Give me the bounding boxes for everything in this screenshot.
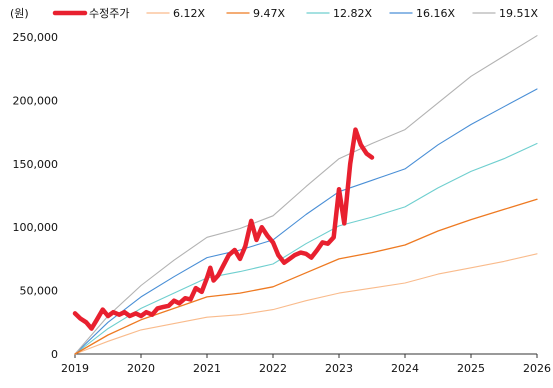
- y-tick-label: 150,000: [13, 158, 59, 171]
- x-tick-label: 2026: [523, 362, 551, 375]
- legend-label: 6.12X: [173, 7, 205, 20]
- y-tick-label: 100,000: [13, 221, 59, 234]
- series-line-3: [74, 142, 538, 355]
- series-line-5: [74, 35, 538, 355]
- legend-label: 9.47X: [253, 7, 285, 20]
- legend-label: 16.16X: [416, 7, 455, 20]
- x-tick-label: 2022: [259, 362, 287, 375]
- legend-label: 19.51X: [499, 7, 538, 20]
- series-line-1: [74, 253, 538, 355]
- legend-label: 12.82X: [333, 7, 372, 20]
- series-line-4: [74, 88, 538, 355]
- x-tick-label: 2023: [325, 362, 353, 375]
- x-tick-label: 2020: [127, 362, 155, 375]
- chart-legend: 수정주가 6.12X 9.47X 12.82X 16.16X 19.51X: [52, 7, 538, 20]
- x-axis-ticks: 2019 2020 2021 2022 2023 2024 2025 2026: [61, 354, 551, 375]
- y-tick-label: 0: [51, 348, 58, 361]
- x-tick-label: 2025: [457, 362, 485, 375]
- series-lines: [72, 35, 538, 355]
- y-tick-label: 200,000: [13, 94, 59, 107]
- y-tick-label: 250,000: [13, 31, 59, 44]
- y-axis-ticks: 0 50,000 100,000 150,000 200,000 250,000: [13, 31, 59, 361]
- series-line-0: [72, 127, 375, 331]
- y-tick-label: 50,000: [20, 285, 59, 298]
- x-tick-label: 2024: [391, 362, 419, 375]
- x-tick-label: 2019: [61, 362, 89, 375]
- y-axis-unit-label: (원): [10, 7, 29, 20]
- legend-label: 수정주가: [89, 7, 129, 20]
- x-tick-label: 2021: [193, 362, 221, 375]
- series-line-2: [74, 198, 538, 355]
